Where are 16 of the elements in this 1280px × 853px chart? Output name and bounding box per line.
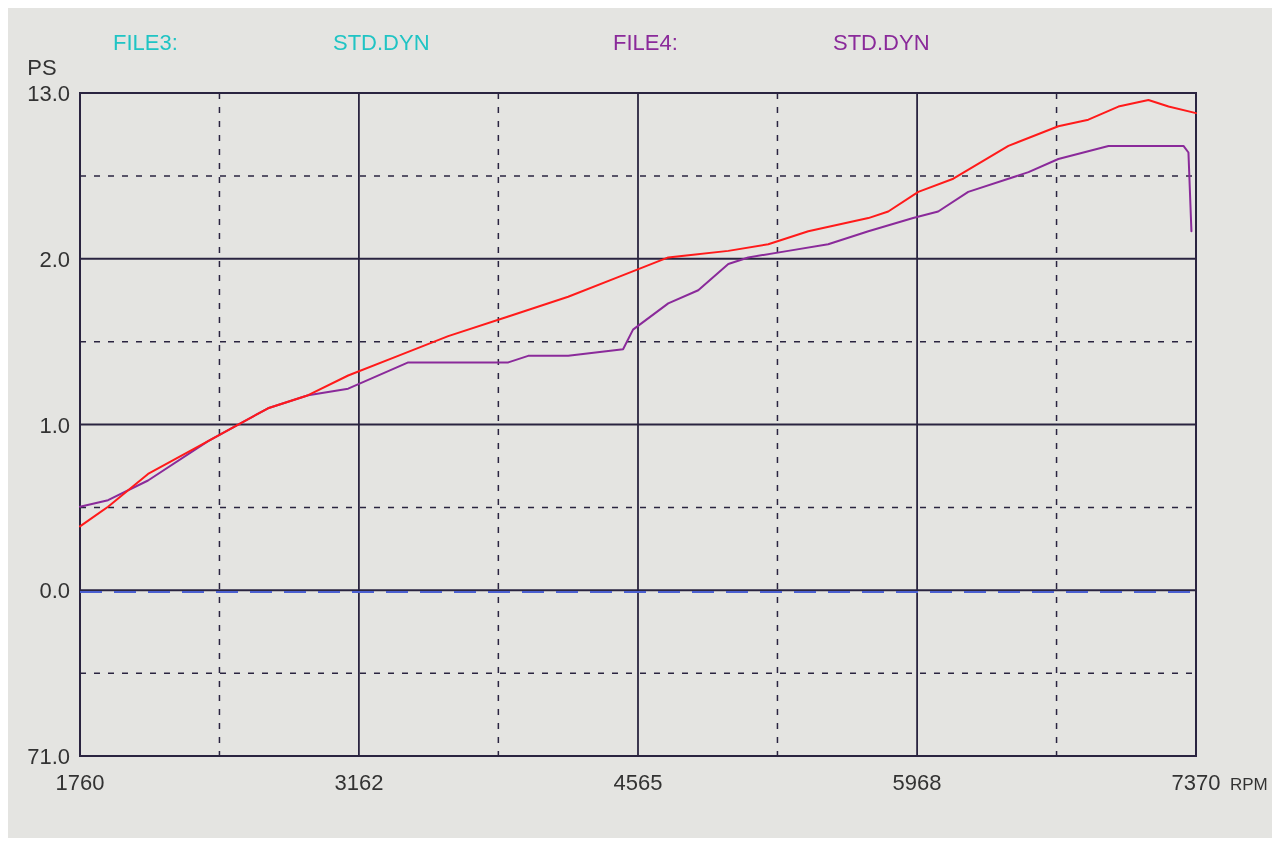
text: 71.0 (27, 744, 70, 769)
text: 13.0 (27, 81, 70, 106)
x-axis-title: RPM (1230, 775, 1268, 794)
x-tick-label: 3162 (334, 770, 384, 795)
x-tick-label: 4565 (613, 770, 663, 795)
text: 2.0 (39, 246, 70, 272)
legend-label: FILE3: (113, 30, 178, 55)
y-axis-title: PS (27, 55, 57, 80)
text: FILE4: (613, 30, 678, 55)
text: 0.0 (39, 578, 70, 604)
text: STD.DYN (333, 30, 430, 55)
text: 1.0 (39, 412, 70, 438)
text: STD.DYN (833, 30, 930, 55)
x-tick-label: 5968 (892, 770, 942, 795)
x-tick-label: 1760 (55, 770, 105, 795)
x-tick-label: 7370 (1171, 770, 1221, 795)
